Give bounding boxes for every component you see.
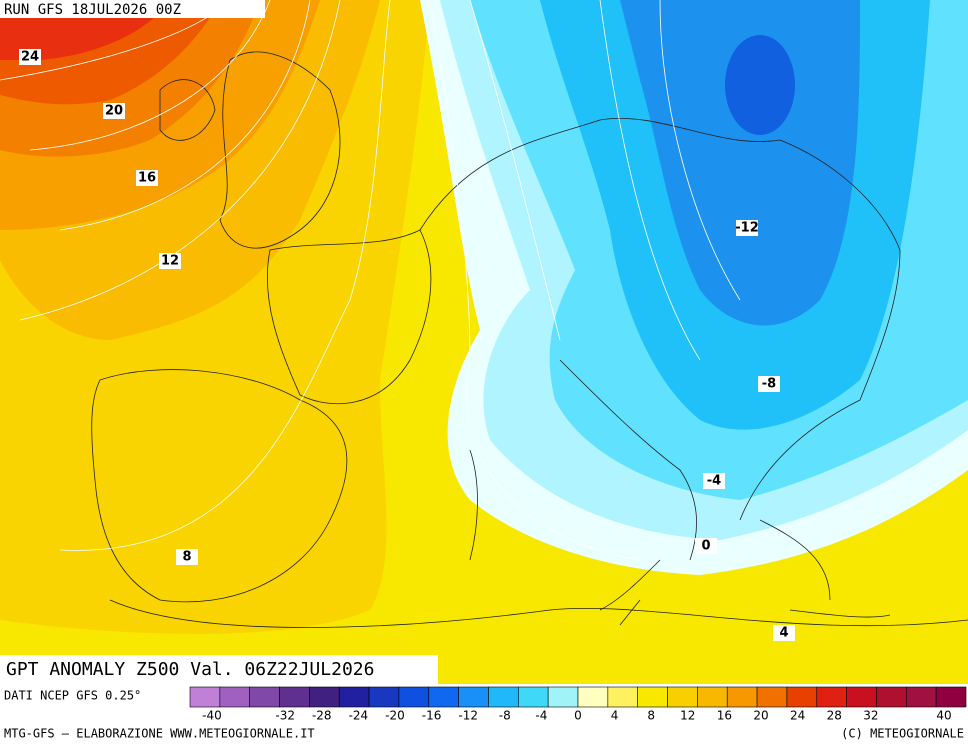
colorbar-swatch	[816, 686, 847, 708]
colorbar-tick-label: 0	[574, 709, 582, 723]
colorbar-swatch	[368, 686, 400, 708]
colorbar-swatch	[488, 686, 519, 708]
colorbar-swatch	[249, 686, 280, 708]
contour-label: 16	[138, 171, 156, 186]
colorbar-tick-label: 28	[827, 709, 842, 723]
colorbar-swatch	[219, 686, 250, 708]
colorbar-swatch	[428, 686, 459, 708]
colorbar-tick-label: 12	[680, 709, 695, 723]
contour-label-bg	[736, 220, 758, 236]
colorbar-tick-label: -40	[202, 709, 222, 723]
colorbar-tick-label: 24	[790, 709, 805, 723]
contour-label-bg	[136, 170, 158, 186]
colorbar-tick-label: 4	[611, 709, 619, 723]
colorbar-swatch	[309, 686, 340, 708]
contour-label: -4	[707, 474, 721, 489]
contour-label-bg	[19, 49, 41, 65]
colorbar-swatch	[547, 686, 579, 708]
map	[0, 0, 968, 684]
colorbar-swatch	[726, 686, 758, 708]
contour-label: 4	[779, 626, 788, 641]
contour-label: 0	[701, 539, 710, 554]
colorbar-swatch	[667, 686, 698, 708]
colorbar-swatch	[637, 686, 668, 708]
colorbar-tick-label: -24	[349, 709, 369, 723]
colorbar-swatch	[906, 686, 937, 708]
contour-label: 8	[182, 550, 191, 565]
colorbar-swatch	[876, 686, 907, 708]
colorbar-tick-label: -28	[312, 709, 332, 723]
colorbar-tick-label: 20	[753, 709, 768, 723]
contour-label-bg	[758, 376, 780, 392]
colorbar-swatch	[338, 686, 370, 708]
title-box	[0, 655, 438, 684]
colorbar-tick-label: -16	[422, 709, 442, 723]
contour-label-bg	[703, 473, 725, 489]
colorbar-swatch	[577, 686, 609, 708]
map-title: GPT ANOMALY Z500 Val. 06Z22JUL2026	[6, 659, 374, 680]
colorbar-tick-label: -12	[458, 709, 478, 723]
colorbar-swatch	[279, 686, 310, 708]
colorbar-tick-label: 16	[717, 709, 732, 723]
colorbar-tick-label: -8	[499, 709, 511, 723]
colorbar-swatch	[846, 686, 877, 708]
colorbar-swatch	[756, 686, 788, 708]
footer-left: MTG-GFS — ELABORAZIONE WWW.METEOGIORNALE…	[4, 727, 315, 741]
colorbar-swatch	[518, 686, 549, 708]
run-box	[0, 0, 265, 18]
run-label: RUN GFS 18JUL2026 00Z	[4, 2, 181, 18]
contour-label: 20	[105, 104, 123, 119]
contour-label-bg	[159, 253, 181, 269]
colorbar-tick-label: -4	[535, 709, 547, 723]
contour-label: 12	[161, 254, 179, 269]
contour-label-bg	[103, 103, 125, 119]
source-label: DATI NCEP GFS 0.25°	[4, 689, 141, 703]
colorbar-tick-label: 32	[863, 709, 878, 723]
contour-label-bg	[695, 538, 717, 554]
footer-right: (C) METEOGIORNALE	[841, 727, 964, 741]
colorbar-swatch	[786, 686, 818, 708]
colorbar-swatch	[458, 686, 489, 708]
colorbar-swatch	[189, 686, 221, 708]
contour-label-bg	[176, 549, 198, 565]
contour-label-bg	[773, 625, 795, 641]
colorbar-tick-label: 40	[936, 709, 951, 723]
colorbar-swatch	[398, 686, 430, 708]
colorbar-tick-label: 8	[647, 709, 655, 723]
contour-label: -8	[762, 377, 776, 392]
colorbar-swatch	[607, 686, 638, 708]
colorbar-swatch	[697, 686, 728, 708]
contour-label: -12	[735, 221, 759, 236]
contour-label: 24	[21, 50, 39, 65]
colorbar-tick-label: -20	[385, 709, 405, 723]
colorbar-tick-label: -32	[275, 709, 295, 723]
colorbar-swatch	[935, 686, 967, 708]
